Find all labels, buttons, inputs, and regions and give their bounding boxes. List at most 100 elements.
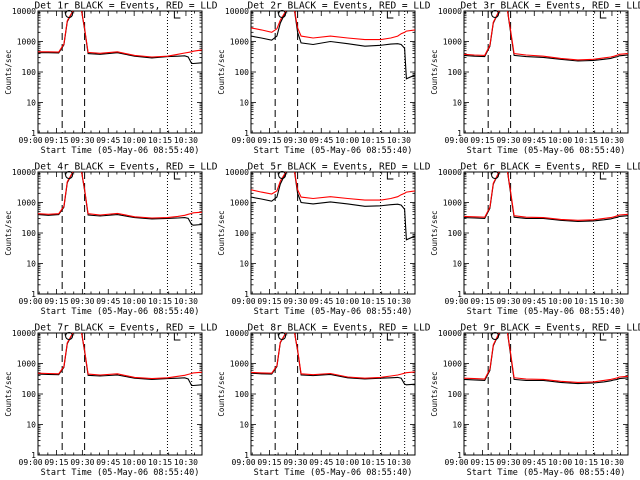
panel-title: Det 8r BLACK = Events, RED = LLD (247, 323, 430, 334)
y-tick-label: 100 (22, 229, 37, 238)
y-axis-label: Counts/sec (217, 49, 226, 94)
panel-title: Det 3r BLACK = Events, RED = LLD (460, 1, 640, 12)
y-tick-label: 1 (244, 290, 249, 299)
y-tick-label: 10 (26, 99, 36, 108)
y-tick-label: 1000 (17, 360, 36, 369)
x-tick-label: 09:00 (232, 297, 256, 306)
x-tick-label: 10:15 (574, 136, 598, 145)
y-axis-label: Counts/sec (4, 210, 13, 255)
x-tick-label: 10:30 (600, 297, 624, 306)
y-tick-label: 1000 (230, 199, 249, 208)
saa-circle-marker (65, 10, 74, 18)
lld-series-line (251, 11, 415, 41)
detector-panel-8: Det 8r BLACK = Events, RED = LLD 1 10 100 10… (217, 323, 431, 479)
y-tick-label: 1000 (230, 38, 249, 47)
y-tick-label: 10 (26, 421, 36, 430)
x-tick-label: 09:15 (257, 458, 281, 467)
x-tick-label: 09:15 (257, 297, 281, 306)
y-tick-label: 10 (452, 421, 462, 430)
x-tick-label: 09:15 (470, 297, 494, 306)
y-axis-label: Counts/sec (217, 371, 226, 416)
panel-title: Det 4r BLACK = Events, RED = LLD (34, 162, 217, 173)
x-tick-label: 10:30 (174, 136, 198, 145)
x-tick-label: 10:15 (574, 297, 598, 306)
detector-panel-5: Det 5r BLACK = Events, RED = LLD 1 10 100 10… (217, 162, 431, 318)
x-tick-label: 09:15 (44, 297, 68, 306)
x-tick-label: 09:00 (232, 458, 256, 467)
panel-title: Det 6r BLACK = Events, RED = LLD (460, 162, 640, 173)
x-tick-label: 10:30 (174, 297, 198, 306)
x-tick-label: 10:15 (148, 458, 172, 467)
y-tick-label: 1 (31, 451, 36, 460)
x-tick-label: 09:30 (496, 297, 520, 306)
x-tick-label: 09:45 (309, 458, 333, 467)
y-tick-label: 100 (22, 68, 37, 77)
x-tick-label: 10:15 (361, 458, 385, 467)
x-tick-label: 09:30 (283, 297, 307, 306)
detector-panel-2: Det 2r BLACK = Events, RED = LLD 1 10 100 10… (217, 1, 431, 157)
x-tick-label: 10:15 (148, 136, 172, 145)
y-tick-label: 1 (31, 290, 36, 299)
l-shape-marker (173, 172, 181, 180)
saa-circle-marker (65, 171, 74, 179)
lld-series-line (251, 333, 415, 379)
x-tick-label: 09:30 (496, 458, 520, 467)
lld-series-line (464, 11, 628, 61)
x-tick-label: 09:30 (70, 297, 94, 306)
lld-series-line (38, 333, 202, 380)
y-tick-label: 1000 (443, 360, 462, 369)
x-tick-label: 10:30 (387, 136, 411, 145)
detector-panel-6: Det 6r BLACK = Events, RED = LLD 1 10 100 10… (430, 162, 640, 318)
x-axis-label: Start Time (05-May-06 08:55:40) (41, 146, 200, 156)
x-tick-label: 09:45 (96, 136, 120, 145)
y-tick-label: 10 (452, 260, 462, 269)
y-tick-label: 1 (457, 290, 462, 299)
saa-circle-marker (278, 332, 287, 340)
detector-panel-4: Det 4r BLACK = Events, RED = LLD 1 10 100 10… (4, 162, 218, 318)
y-tick-label: 1 (31, 129, 36, 138)
x-tick-label: 09:45 (522, 136, 546, 145)
x-tick-label: 10:15 (361, 297, 385, 306)
x-axis-label: Start Time (05-May-06 08:55:40) (467, 307, 626, 317)
x-tick-label: 10:30 (600, 458, 624, 467)
x-tick-label: 09:30 (496, 136, 520, 145)
x-tick-label: 10:00 (335, 297, 359, 306)
y-tick-label: 1 (244, 451, 249, 460)
l-shape-marker (599, 333, 607, 341)
y-tick-label: 1 (457, 451, 462, 460)
y-tick-label: 1000 (443, 38, 462, 47)
y-axis-label: Counts/sec (4, 49, 13, 94)
l-shape-marker (386, 11, 394, 19)
y-tick-label: 1000 (17, 38, 36, 47)
lld-series-line (464, 172, 628, 221)
y-tick-label: 1000 (230, 360, 249, 369)
y-tick-label: 10000 (225, 168, 249, 177)
y-tick-label: 1 (457, 129, 462, 138)
x-tick-label: 10:00 (548, 136, 572, 145)
y-tick-label: 10 (452, 99, 462, 108)
lld-series-line (251, 172, 415, 201)
x-tick-label: 10:30 (600, 136, 624, 145)
y-tick-label: 1000 (443, 199, 462, 208)
saa-circle-marker (491, 10, 500, 18)
x-tick-label: 10:00 (122, 136, 146, 145)
y-tick-label: 1 (244, 129, 249, 138)
lld-series-line (464, 333, 628, 383)
x-tick-label: 09:45 (309, 136, 333, 145)
y-axis-label: Counts/sec (217, 210, 226, 255)
x-tick-label: 09:00 (19, 297, 43, 306)
x-tick-label: 09:15 (44, 136, 68, 145)
x-axis-label: Start Time (05-May-06 08:55:40) (41, 307, 200, 317)
x-axis-label: Start Time (05-May-06 08:55:40) (254, 146, 413, 156)
x-tick-label: 10:00 (548, 297, 572, 306)
l-shape-marker (386, 172, 394, 180)
panel-title: Det 2r BLACK = Events, RED = LLD (247, 1, 430, 12)
x-axis-label: Start Time (05-May-06 08:55:40) (467, 468, 626, 478)
l-shape-marker (599, 172, 607, 180)
l-shape-marker (386, 333, 394, 341)
x-axis-label: Start Time (05-May-06 08:55:40) (254, 468, 413, 478)
x-tick-label: 09:00 (445, 458, 469, 467)
x-tick-label: 09:00 (19, 458, 43, 467)
x-tick-label: 10:15 (148, 297, 172, 306)
